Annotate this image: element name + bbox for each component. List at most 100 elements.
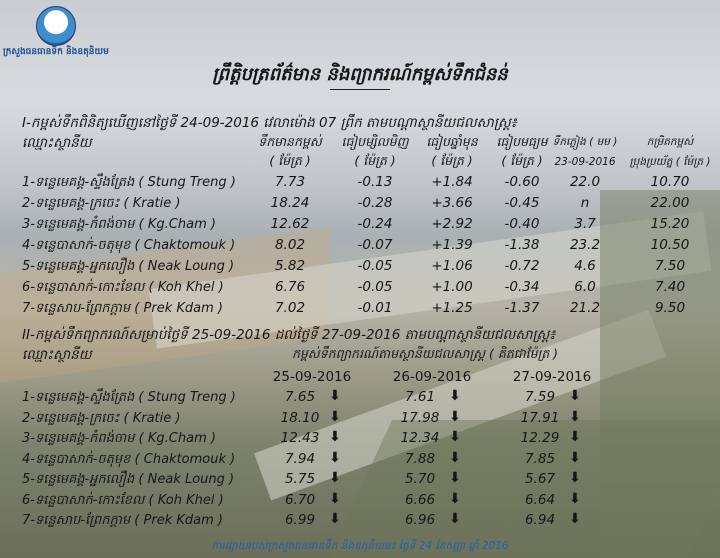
forecast-value: 17.98	[400, 409, 440, 426]
forecast-station-name: 7-ទន្លេសាប-ព្រែកក្តាម ( Prek Kdam )	[22, 513, 223, 528]
observed-value: -0.40	[504, 216, 540, 232]
observed-station-name: 4-ទន្លេបាសាក់-ចតុមុខ ( Chaktomouk )	[22, 238, 236, 253]
observed-station-name: 2-ទន្លេមេគង្គ-ក្រចេះ ( Kratie )	[22, 196, 181, 211]
observed-value: -0.24	[357, 216, 393, 232]
observed-column-unit: ( ម៉ែត្រ )	[501, 153, 543, 168]
observed-column-header: ធៀបមធ្យម	[496, 134, 548, 149]
forecast-station-name: 1-ទន្លេមេគង្គ-ស្ទឹងត្រែង ( Stung Treng )	[22, 390, 236, 405]
observed-value: 15.20	[650, 216, 690, 232]
observed-value: 5.82	[274, 258, 306, 274]
observed-value: 23.2	[569, 237, 601, 253]
observed-value: 10.70	[650, 174, 690, 190]
observed-value: +1.39	[431, 237, 473, 253]
observed-value: -0.01	[357, 300, 393, 316]
forecast-value: 7.85	[524, 450, 556, 467]
observed-value: 22.00	[650, 195, 690, 211]
arrow-down-icon: ⬇	[569, 408, 581, 425]
arrow-down-icon: ⬇	[569, 388, 581, 404]
forecast-value: 6.94	[524, 512, 556, 528]
observed-station-name: 3-ទន្លេមេគង្គ-កំពង់ចាម ( Kg.Cham )	[22, 217, 216, 232]
observed-value: +1.00	[431, 279, 473, 295]
observed-value: 3.7	[574, 216, 596, 232]
observed-station-label: ឈ្មោះស្ថានីយ	[22, 135, 92, 151]
arrow-down-icon: ⬇	[569, 511, 581, 527]
observed-heading: I-កម្ពស់ទឹកពិនិត្យឃើញនៅថ្ងៃទី 24-09-2016…	[22, 115, 517, 131]
observed-value: n	[580, 195, 590, 211]
observed-value: 12.62	[270, 216, 310, 232]
observed-value: -0.28	[357, 195, 393, 211]
arrow-down-icon: ⬇	[329, 388, 341, 404]
observed-column-header: ទឹកមានកម្ពស់	[258, 134, 322, 149]
forecast-value: 6.99	[284, 512, 316, 528]
forecast-value: 5.70	[404, 471, 436, 487]
observed-value: 6.76	[274, 279, 306, 295]
arrow-down-icon: ⬇	[329, 490, 341, 507]
observed-column-unit: ( ម៉ែត្រ )	[431, 153, 473, 168]
observed-value: 7.40	[654, 279, 686, 295]
observed-value: -0.07	[357, 237, 393, 253]
arrow-down-icon: ⬇	[569, 470, 581, 486]
observed-value: +1.06	[431, 258, 473, 274]
ministry-name: ក្រសួងធនធានទឹក និងឧតុនិយម	[3, 47, 109, 57]
page-title: ព្រឹត្តិបត្រព័ត៌មាន និងព្យាករណ៍កម្ពស់ទឹក…	[212, 64, 508, 85]
arrow-down-icon: ⬇	[449, 511, 461, 527]
arrow-down-icon: ⬇	[449, 470, 461, 486]
observed-value: -0.34	[504, 279, 540, 295]
observed-column-unit: 23-09-2016	[554, 156, 616, 168]
observed-value: -0.05	[357, 279, 393, 295]
observed-value: -0.60	[504, 174, 540, 190]
arrow-down-icon: ⬇	[569, 429, 581, 445]
observed-station-name: 1-ទន្លេមេគង្គ-ស្ទឹងត្រែង ( Stung Treng )	[22, 175, 236, 190]
forecast-value: 6.64	[524, 491, 556, 508]
arrow-down-icon: ⬇	[449, 388, 461, 404]
arrow-down-icon: ⬇	[569, 449, 581, 466]
arrow-down-icon: ⬇	[329, 429, 341, 445]
forecast-subheading: កម្ពស់ទឹកព្យាករណ៍តាមស្ថានីយជលសាស្ត្រ ( គ…	[291, 346, 559, 361]
forecast-value: 7.88	[404, 450, 436, 467]
observed-station-name: 7-ទន្លេសាប-ព្រែកក្តាម ( Prek Kdam )	[22, 301, 223, 316]
forecast-value: 12.43	[280, 430, 320, 446]
observed-value: +3.66	[431, 195, 473, 211]
arrow-down-icon: ⬇	[329, 511, 341, 527]
forecast-date: 27-09-2016	[512, 369, 592, 385]
forecast-station-name: 3-ទន្លេមេគង្គ-កំពង់ចាម ( Kg.Cham )	[22, 431, 216, 446]
observed-value: 7.50	[654, 258, 686, 274]
observed-column-unit: ( ម៉ែត្រ )	[269, 153, 311, 168]
forecast-value: 5.75	[284, 471, 316, 487]
observed-value: 21.2	[569, 300, 601, 316]
title-divider	[330, 89, 390, 90]
observed-column-unit: ប្រុងប្រយ័ត្ន ( ម៉ែត្រ )	[629, 156, 711, 168]
forecast-heading: II-កម្ពស់ទឹកព្យាករណ៍សម្រាប់ថ្ងៃទី 25-09-…	[22, 327, 556, 343]
forecast-value: 7.59	[524, 389, 556, 405]
forecast-station-name: 6-ទន្លេបាសាក់-កោះខែល ( Koh Khel )	[22, 492, 224, 508]
observed-value: +1.25	[431, 300, 473, 316]
forecast-station-name: 4-ទន្លេបាសាក់-ចតុមុខ ( Chaktomouk )	[22, 451, 236, 467]
observed-value: 7.73	[274, 174, 306, 190]
arrow-down-icon: ⬇	[329, 449, 341, 466]
observed-station-name: 5-ទន្លេមេគង្គ-អ្នកលឿង ( Neak Loung )	[22, 259, 235, 274]
observed-value: -0.72	[504, 258, 540, 274]
ministry-logo	[36, 6, 76, 46]
forecast-value: 12.34	[400, 430, 440, 446]
observed-value: 7.02	[274, 300, 306, 316]
arrow-down-icon: ⬇	[329, 470, 341, 486]
forecast-station-name: 5-ទន្លេមេគង្គ-អ្នកលឿង ( Neak Loung )	[22, 472, 235, 487]
observed-column-header: កម្រិតកម្ពស់	[646, 136, 694, 148]
observed-station-name: 6-ទន្លេបាសាក់-កោះខែល ( Koh Khel )	[22, 280, 224, 295]
forecast-value: 7.61	[404, 389, 436, 405]
forecast-value: 18.10	[280, 409, 320, 426]
forecast-value: 6.66	[404, 491, 436, 508]
forecast-value: 7.65	[284, 389, 316, 405]
observed-value: 8.02	[274, 237, 306, 253]
observed-value: 10.50	[650, 237, 690, 253]
forecast-value: 12.29	[520, 430, 560, 446]
observed-column-header: ធៀបម្សិលមិញ	[341, 134, 409, 149]
observed-value: -0.13	[357, 174, 393, 190]
observed-column-header: ធៀបឆ្នាំមុន	[426, 134, 478, 149]
forecast-station-name: 2-ទន្លេមេគង្គ-ក្រចេះ ( Kratie )	[22, 410, 181, 426]
arrow-down-icon: ⬇	[449, 408, 461, 425]
footer: ការផ្សាយរបស់ក្រសួងធនធានទឹក និងឧតុនិយម៖ ថ…	[211, 540, 509, 552]
observed-value: -0.45	[504, 195, 540, 211]
observed-value: -1.38	[504, 237, 540, 253]
forecast-value: 6.70	[284, 491, 316, 508]
